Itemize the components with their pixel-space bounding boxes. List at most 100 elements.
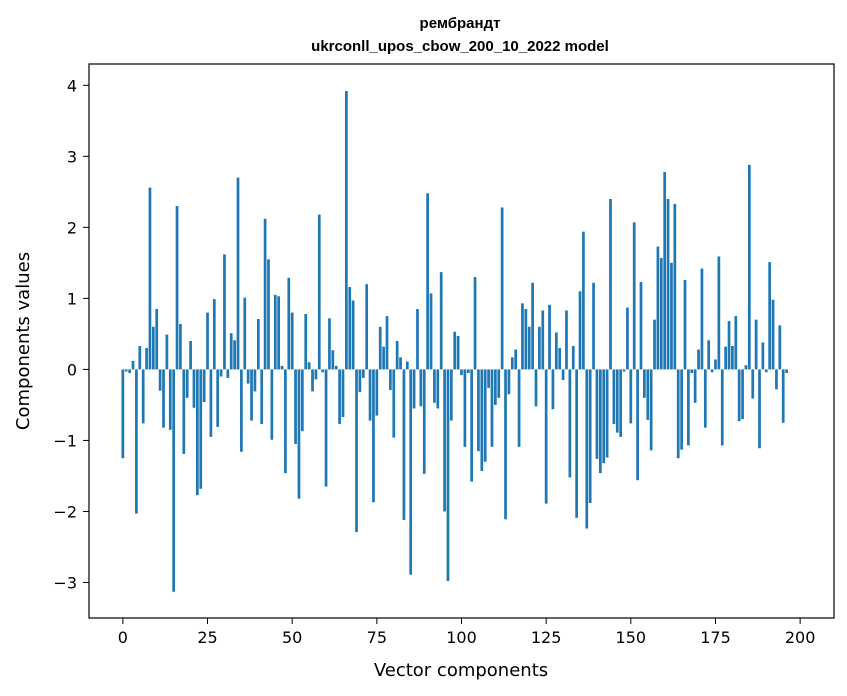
bar [416,309,419,370]
bar [240,369,243,452]
bar [676,369,680,459]
bar [683,279,687,370]
bar [473,277,477,370]
x-tick-label: 125 [531,628,562,647]
x-tick-label: 150 [616,628,647,647]
bar [595,369,599,459]
bar [693,369,697,403]
plot-frame [88,63,835,619]
bar [273,294,277,370]
x-tick-label: 75 [367,628,387,647]
bar [483,369,487,462]
bar [341,369,345,417]
bar [697,349,700,370]
bar [402,369,406,520]
bar [233,340,236,370]
bar [649,369,653,451]
bar [358,369,362,393]
bar [707,340,711,370]
bar [192,369,196,408]
bar [446,369,450,582]
bar [128,369,131,373]
bar [368,369,372,421]
bar [615,369,619,433]
bar [764,369,768,373]
bar [687,369,690,446]
bar [497,369,501,398]
bar [605,369,609,458]
bar [673,203,677,370]
x-tick-label: 200 [785,628,816,647]
bar [646,369,650,420]
bar [531,282,534,370]
bar [121,369,125,459]
bar [372,369,375,503]
bar [466,369,470,373]
bar [643,369,646,398]
bar-series [121,90,788,592]
bar [206,312,209,370]
bar [622,369,626,372]
bar [324,369,328,487]
x-tick-label: 100 [446,628,477,647]
bar [571,345,575,370]
bar [385,316,389,370]
y-tick-label: −1 [53,431,77,450]
bar [209,369,213,437]
bar [544,369,548,504]
y-tick-label: 1 [67,289,77,308]
bar [751,369,755,399]
x-tick-label: 50 [282,628,302,647]
bar [504,369,507,520]
bar [670,262,673,370]
bar [744,365,748,370]
bar [714,359,717,370]
bar [331,350,335,370]
bar [189,341,192,370]
bar [375,369,379,416]
bar [304,314,308,370]
x-tick-label: 25 [197,628,217,647]
bar [212,299,216,370]
bar [141,369,145,424]
bar [585,369,589,529]
bar [490,369,494,447]
bar [196,369,199,496]
bar [395,341,399,370]
bar [433,369,436,403]
bar [253,369,257,392]
bar [263,218,267,370]
bar [768,262,772,370]
bar [477,369,480,452]
bar [328,318,331,370]
bar [449,369,453,421]
bar [131,360,135,370]
y-tick-label: 4 [67,76,77,95]
bar [135,369,138,514]
bar [741,369,744,420]
bar [663,171,667,370]
bar [223,254,226,370]
bar [568,369,572,478]
bar [334,365,338,370]
bar [294,369,297,444]
bar [731,345,734,370]
y-tick-label: 2 [67,218,77,237]
bar [284,369,287,474]
bar [124,369,128,372]
bar [710,369,714,373]
bar [460,369,463,376]
bar [578,291,582,370]
bar [470,369,474,482]
bar [517,369,521,447]
bar [612,369,616,425]
bar [148,187,152,370]
bar [314,369,318,380]
bar [690,369,694,373]
y-axis-label: Components values [13,252,34,430]
bar [500,207,504,370]
bar [592,282,595,370]
bar [700,268,704,370]
bar [426,193,429,370]
